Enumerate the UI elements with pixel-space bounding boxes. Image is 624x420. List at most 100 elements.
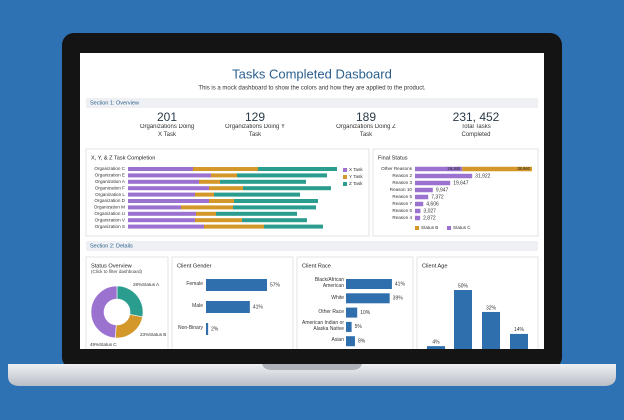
category-label: Organization L — [95, 192, 125, 197]
data-label: 8% — [358, 339, 366, 345]
bar — [128, 173, 211, 178]
bar — [415, 187, 433, 193]
donut-slice — [90, 285, 118, 339]
bar — [415, 166, 463, 172]
bar — [415, 201, 424, 207]
bar — [128, 205, 181, 210]
category-label: Non-Binary — [177, 325, 203, 332]
slice-value: 28% — [133, 282, 142, 287]
legend-swatch — [447, 226, 451, 230]
category-label: Other Reasons — [381, 166, 413, 171]
data-label: 7,372 — [431, 194, 444, 200]
kpi-value: 201 — [157, 110, 177, 124]
data-label: 41% — [395, 281, 406, 287]
panel — [85, 148, 370, 237]
bar — [415, 215, 421, 221]
category-label-box: Non-Binary — [177, 325, 203, 332]
category-label-box: Asian — [331, 338, 344, 344]
category-label: Reason 6 — [392, 208, 412, 213]
bar — [482, 311, 500, 349]
bar — [233, 205, 316, 210]
data-label: 3,027 — [423, 208, 436, 214]
category-label: Reason 5 — [392, 194, 412, 199]
data-label: 57% — [270, 282, 281, 288]
category-label: Organization V — [95, 217, 126, 222]
category-label: Organization U — [94, 211, 125, 216]
data-label: 26,360 — [447, 166, 460, 171]
bar — [128, 199, 209, 203]
legend-swatch — [343, 182, 347, 186]
legend-label: X Task — [349, 167, 363, 172]
bar — [181, 205, 233, 210]
kpi-value: 189 — [356, 110, 376, 124]
bar — [346, 321, 352, 332]
data-label: 38,960 — [517, 166, 530, 171]
category-label: Reason 3 — [392, 180, 412, 185]
category-label: Organization F — [95, 185, 125, 190]
bar — [206, 279, 267, 291]
bar — [128, 167, 193, 171]
bar — [196, 211, 216, 216]
bar — [128, 192, 195, 197]
slice-value: 49% — [90, 342, 99, 347]
bar — [128, 179, 199, 184]
slice-label: Status C — [99, 342, 117, 347]
kpi-label: Organizations Doing Y Task — [225, 124, 285, 138]
bar — [415, 173, 473, 179]
data-label: 2,872 — [423, 215, 436, 221]
bar — [128, 218, 195, 223]
section-title: Section 1: Overview — [90, 100, 139, 106]
chart-title: X, Y, & Z Task Completion — [91, 155, 155, 161]
category-label: Organization A — [95, 179, 126, 184]
category-label-box: American Indian or Alaska Native — [302, 320, 344, 331]
legend-label: Z Task — [349, 181, 363, 186]
data-label: 9,947 — [436, 187, 449, 193]
bar — [199, 179, 220, 184]
dashboard-subtitle: This is a mock dashboard to show the col… — [198, 86, 425, 92]
bar — [220, 179, 306, 184]
kpi-label-box: Total Tasks Completed — [461, 124, 491, 138]
bar — [427, 346, 445, 349]
dashboard: Tasks Completed Dasboard This is a mock … — [85, 66, 539, 349]
legend-swatch — [343, 175, 347, 179]
chart-subtitle: (Click to filter dashboard) — [91, 269, 143, 274]
bar — [510, 333, 528, 349]
bar — [128, 211, 196, 216]
legend-swatch — [343, 168, 347, 172]
category-label-box: Black/African American — [314, 277, 344, 289]
panel — [416, 256, 539, 349]
kpi-label-box: Organizations Doing Z Task — [336, 124, 396, 138]
bar — [209, 199, 234, 203]
data-label: 2% — [211, 326, 219, 332]
chart-title: Final Status — [378, 155, 408, 161]
section-band — [86, 241, 538, 251]
data-label: 32% — [486, 305, 497, 311]
data-label: 31,922 — [475, 173, 491, 179]
bar — [415, 180, 451, 186]
kpi-label: Organizations Doing Z Task — [336, 124, 396, 138]
data-label: 39% — [393, 296, 404, 302]
bar — [204, 224, 264, 229]
kpi-label: Total Tasks Completed — [461, 124, 491, 138]
data-label: 10% — [360, 310, 371, 316]
bar — [128, 186, 209, 191]
kpi-value: 231, 452 — [453, 110, 500, 124]
bar — [209, 186, 243, 191]
chart-title: Client Race — [302, 263, 331, 269]
bar — [195, 192, 214, 197]
slice-label: Status A — [142, 282, 160, 287]
bar — [206, 301, 250, 313]
category-label: Reason 4 — [392, 215, 412, 220]
kpi-value: 129 — [245, 110, 265, 124]
bar — [258, 167, 337, 171]
category-label: Black/African American — [314, 277, 344, 289]
bar — [454, 290, 472, 349]
category-label: Reason 10 — [390, 187, 413, 192]
category-label-box: Male — [192, 303, 203, 309]
category-label-box: White — [331, 295, 344, 301]
category-label: Reason 2 — [392, 173, 412, 178]
bar — [206, 323, 209, 335]
bar — [242, 218, 307, 223]
bar — [462, 166, 532, 172]
